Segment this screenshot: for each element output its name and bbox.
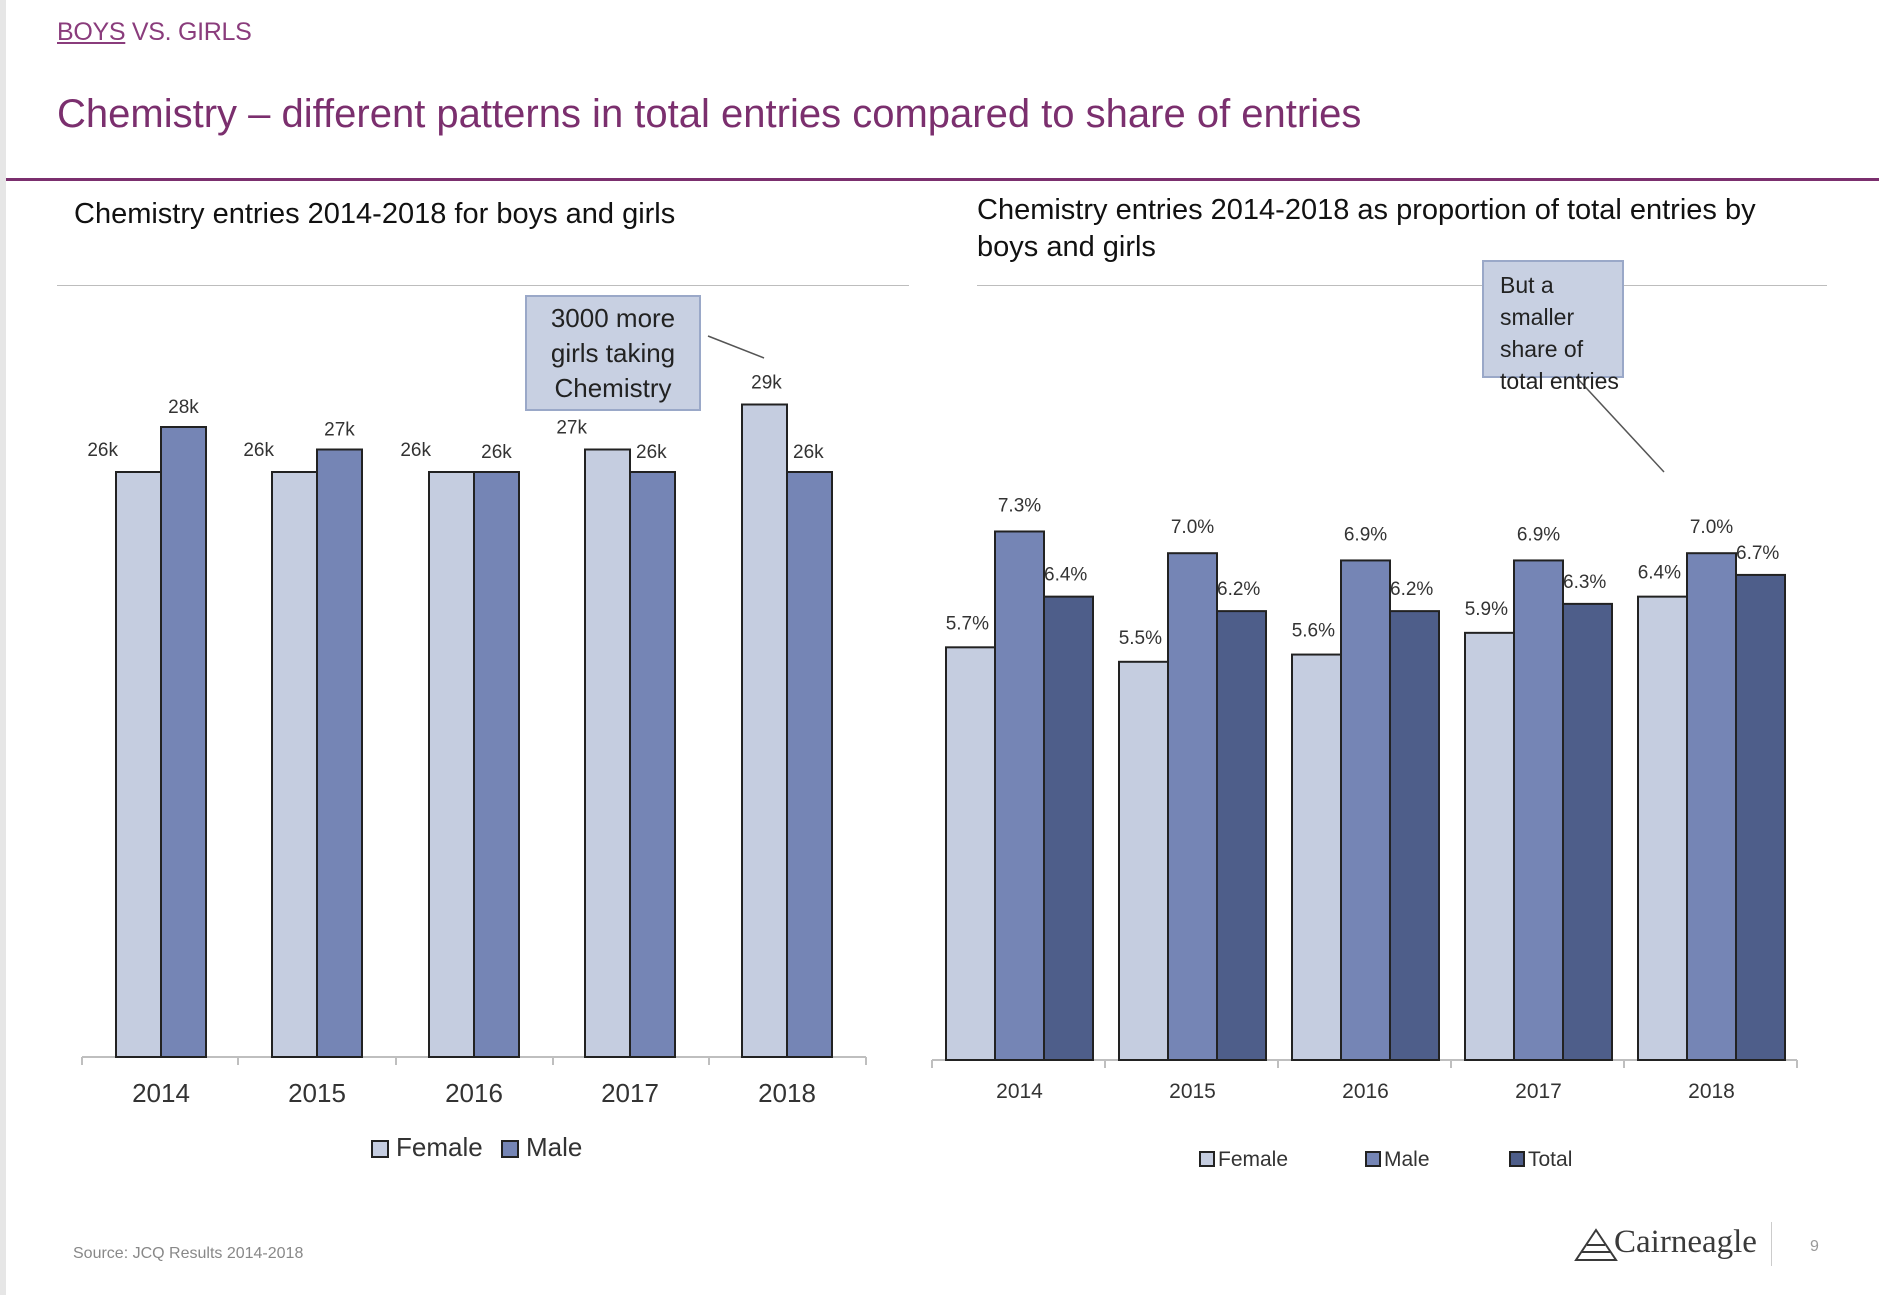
left-x-tick-label: 2015	[288, 1078, 346, 1108]
right-chart-title: Chemistry entries 2014-2018 as proportio…	[977, 194, 1756, 263]
left-data-label: 26k	[636, 442, 667, 463]
logo-divider	[1771, 1222, 1772, 1266]
title-divider	[6, 178, 1879, 181]
right-data-label: 5.9%	[1465, 599, 1508, 620]
right-data-label: 5.7%	[946, 613, 989, 634]
left-chart-rule	[57, 285, 909, 286]
left-x-tick-label: 2016	[445, 1078, 503, 1108]
right-data-label: 7.0%	[1171, 517, 1214, 538]
left-legend-label: Male	[526, 1132, 582, 1162]
right-x-tick-label: 2014	[996, 1080, 1043, 1103]
source-note: Source: JCQ Results 2014-2018	[73, 1245, 304, 1262]
right-data-label: 6.3%	[1563, 572, 1606, 593]
right-bar-female-2014	[945, 646, 996, 1061]
left-bar-female-2017	[584, 448, 631, 1058]
right-data-label: 6.4%	[1638, 563, 1681, 584]
right-bar-total-2016	[1389, 610, 1440, 1061]
page-number: 9	[1810, 1238, 1819, 1255]
right-bar-total-2018	[1735, 573, 1786, 1061]
right-x-tick-label: 2015	[1169, 1080, 1216, 1103]
left-x-tick-label: 2014	[132, 1078, 190, 1108]
right-data-label: 6.2%	[1217, 579, 1260, 600]
right-bar-male-2016	[1340, 559, 1391, 1061]
right-legend-label: Female	[1218, 1148, 1288, 1171]
left-bar-male-2017	[629, 471, 676, 1058]
left-data-label: 27k	[556, 418, 587, 439]
share-callout-line-3: total entries	[1500, 368, 1619, 394]
left-data-label: 26k	[243, 440, 274, 461]
left-bar-female-2015	[271, 471, 318, 1058]
share-callout-box: But a smaller share of total entries	[1482, 260, 1624, 394]
left-bar-male-2018	[786, 471, 833, 1058]
left-data-label: 26k	[87, 440, 118, 461]
section-label: BOYS VS. GIRLS	[57, 18, 252, 47]
left-bar-male-2016	[473, 471, 520, 1058]
girls-callout-line-3: Chemistry	[554, 373, 672, 403]
right-bar-male-2018	[1686, 552, 1737, 1061]
right-bar-male-2017	[1513, 559, 1564, 1061]
right-data-label: 5.5%	[1119, 628, 1162, 649]
logo-triangle-icon	[1574, 1228, 1618, 1261]
share-callout-line-1: But a smaller	[1500, 272, 1575, 330]
girls-callout-box: 3000 more girls taking Chemistry	[525, 295, 701, 411]
right-data-label: 6.7%	[1736, 543, 1779, 564]
right-legend-label: Total	[1528, 1148, 1572, 1171]
right-data-label: 6.9%	[1344, 524, 1387, 545]
left-x-tick-label: 2017	[601, 1078, 659, 1108]
right-x-tick-label: 2016	[1342, 1080, 1389, 1103]
right-bar-female-2017	[1464, 631, 1515, 1062]
right-legend-swatch-total	[1509, 1151, 1525, 1167]
left-chart-title: Chemistry entries 2014-2018 for boys and…	[74, 198, 676, 230]
left-bar-female-2014	[115, 471, 162, 1058]
section-label-boys: BOYS	[57, 18, 126, 46]
right-data-label: 6.2%	[1390, 579, 1433, 600]
right-data-label: 5.6%	[1292, 621, 1335, 642]
right-x-tick-label: 2017	[1515, 1080, 1562, 1103]
girls-callout-line-1: 3000 more	[550, 303, 676, 333]
right-bar-total-2014	[1043, 595, 1094, 1061]
left-data-label: 29k	[751, 373, 782, 394]
left-bar-female-2016	[428, 471, 475, 1058]
right-bar-total-2017	[1562, 602, 1613, 1061]
right-bar-total-2015	[1216, 610, 1267, 1061]
girls-callout-line-2: girls taking	[550, 338, 676, 368]
left-legend-label: Female	[396, 1132, 483, 1162]
right-legend-swatch-male	[1365, 1151, 1381, 1167]
share-callout-leader	[1576, 377, 1665, 473]
left-bar-female-2018	[741, 403, 788, 1058]
left-legend-swatch-male	[501, 1140, 519, 1158]
left-x-tick-label: 2018	[758, 1078, 816, 1108]
girls-callout-leader	[707, 335, 765, 359]
right-bar-female-2018	[1637, 595, 1688, 1061]
left-data-label: 27k	[324, 420, 355, 441]
right-legend-label: Male	[1384, 1148, 1430, 1171]
right-data-label: 6.9%	[1517, 524, 1560, 545]
right-data-label: 6.4%	[1044, 565, 1087, 586]
left-legend-swatch-female	[371, 1140, 389, 1158]
right-data-label: 7.0%	[1690, 517, 1733, 538]
left-data-label: 26k	[793, 442, 824, 463]
right-legend-swatch-female	[1199, 1151, 1215, 1167]
left-bar-male-2014	[160, 426, 207, 1058]
section-label-rest: VS. GIRLS	[125, 18, 252, 46]
right-x-tick-label: 2018	[1688, 1080, 1735, 1103]
right-bar-female-2015	[1118, 660, 1169, 1061]
right-chart-rule	[977, 285, 1827, 286]
share-callout-line-2: share of	[1500, 336, 1584, 362]
left-data-label: 28k	[168, 397, 199, 418]
slide-title: Chemistry – different patterns in total …	[57, 92, 1362, 136]
left-data-label: 26k	[400, 440, 431, 461]
right-bar-female-2016	[1291, 653, 1342, 1061]
left-data-label: 26k	[481, 442, 512, 463]
right-bar-male-2014	[994, 530, 1045, 1061]
slide-left-edge	[0, 0, 6, 1295]
company-logo: Cairneagle	[1614, 1224, 1757, 1260]
right-bar-male-2015	[1167, 552, 1218, 1061]
left-bar-male-2015	[316, 448, 363, 1058]
right-data-label: 7.3%	[998, 495, 1041, 516]
